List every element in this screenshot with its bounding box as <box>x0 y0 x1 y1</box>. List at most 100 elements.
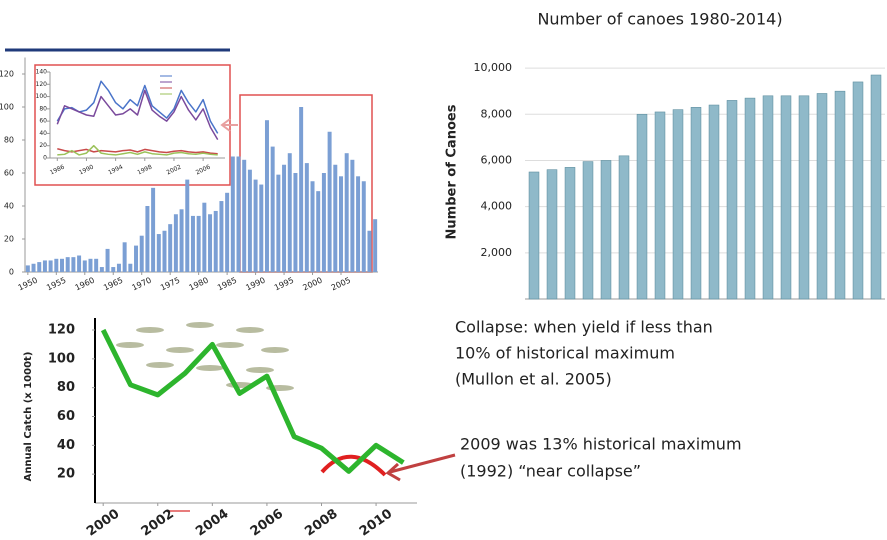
y-tick-label: 20 <box>39 142 47 149</box>
bar <box>106 249 110 272</box>
bar <box>763 96 773 299</box>
y-tick-label: 20 <box>57 467 75 482</box>
bar <box>94 259 98 272</box>
bar <box>362 181 366 272</box>
y-tick-label: 120 <box>36 81 48 88</box>
bar <box>197 216 201 272</box>
x-tick-label: 2000 <box>84 506 122 539</box>
bar <box>799 96 809 299</box>
page: 0204060801001201950195519601965197019751… <box>0 0 887 540</box>
bar <box>174 214 178 272</box>
x-tick-label: 1975 <box>159 276 181 293</box>
bar <box>162 231 166 272</box>
x-tick-label: 2000 <box>301 276 323 293</box>
y-tick-label: 40 <box>4 202 14 211</box>
bar <box>43 260 47 272</box>
bar <box>26 265 30 272</box>
annotation: (Mullon et al. 2005) <box>455 370 612 389</box>
bar <box>254 180 258 272</box>
bar <box>367 231 371 272</box>
bar <box>214 211 218 272</box>
bar <box>100 267 104 272</box>
x-tick-label: 2005 <box>330 276 352 293</box>
bar <box>128 264 132 272</box>
line-series <box>103 330 403 471</box>
bar <box>242 160 246 272</box>
annotation: 10% of historical maximum <box>455 344 675 363</box>
y-tick-label: 2,000 <box>481 246 513 259</box>
y-tick-label: 100 <box>48 351 75 366</box>
y-tick-label: 60 <box>39 118 47 125</box>
y-tick-label: 8,000 <box>481 107 513 120</box>
bar <box>282 165 286 272</box>
y-tick-label: 120 <box>0 70 14 79</box>
y-axis-label: Annual Catch (x 1000t) <box>23 352 34 482</box>
bar <box>225 193 229 272</box>
bar <box>77 256 81 273</box>
bar <box>191 216 195 272</box>
bar <box>37 262 41 272</box>
x-tick-label: 1995 <box>273 276 295 293</box>
bar <box>180 209 184 272</box>
bar <box>117 264 121 272</box>
bar <box>60 259 64 272</box>
bar <box>66 257 70 272</box>
bar <box>259 185 263 272</box>
bar <box>547 170 557 299</box>
bar <box>299 107 303 272</box>
bar <box>54 259 58 272</box>
bar <box>134 246 138 272</box>
x-tick-label: 2002 <box>139 506 177 539</box>
x-tick-label: 2010 <box>357 506 395 539</box>
bar <box>293 173 297 272</box>
y-tick-label: 10,000 <box>474 61 513 74</box>
bar <box>322 173 326 272</box>
y-tick-label: 60 <box>4 169 14 178</box>
bar <box>185 180 189 272</box>
x-tick-label: 2008 <box>302 506 340 539</box>
bar <box>208 214 212 272</box>
bar <box>316 191 320 272</box>
bar <box>49 260 53 272</box>
bar <box>339 176 343 272</box>
bar <box>202 203 206 272</box>
bar <box>350 160 354 272</box>
annotation: 2009 was 13% historical maximum <box>460 435 742 454</box>
bar <box>655 112 665 299</box>
bar <box>565 167 575 299</box>
bar <box>248 170 252 272</box>
bar <box>328 132 332 272</box>
bar <box>276 175 280 272</box>
bar <box>231 157 235 273</box>
y-tick-label: 100 <box>36 93 48 100</box>
bar <box>333 165 337 272</box>
bar <box>356 176 360 272</box>
bar <box>781 96 791 299</box>
bar <box>373 219 377 272</box>
x-tick-label: 1970 <box>131 276 153 293</box>
bar <box>32 264 36 272</box>
bar <box>691 107 701 299</box>
bar <box>311 181 315 272</box>
bar <box>619 156 629 299</box>
bar <box>637 114 647 299</box>
x-tick-label: 1950 <box>17 276 39 293</box>
y-tick-label: 80 <box>39 105 47 112</box>
bar <box>157 234 161 272</box>
bar <box>71 257 75 272</box>
bar <box>288 153 292 272</box>
bar <box>123 242 127 272</box>
bar <box>111 267 115 272</box>
bar <box>529 172 539 299</box>
bar <box>673 110 683 299</box>
y-tick-label: 100 <box>0 103 14 112</box>
chart-title: Number of canoes 1980-2014) <box>537 10 782 29</box>
y-tick-label: 0 <box>9 268 14 277</box>
bar <box>727 100 737 299</box>
bar <box>709 105 719 299</box>
bar <box>219 201 223 272</box>
bar <box>853 82 863 299</box>
annotation: (1992) “near collapse” <box>460 462 641 481</box>
bar <box>305 163 309 272</box>
bar <box>140 236 144 272</box>
